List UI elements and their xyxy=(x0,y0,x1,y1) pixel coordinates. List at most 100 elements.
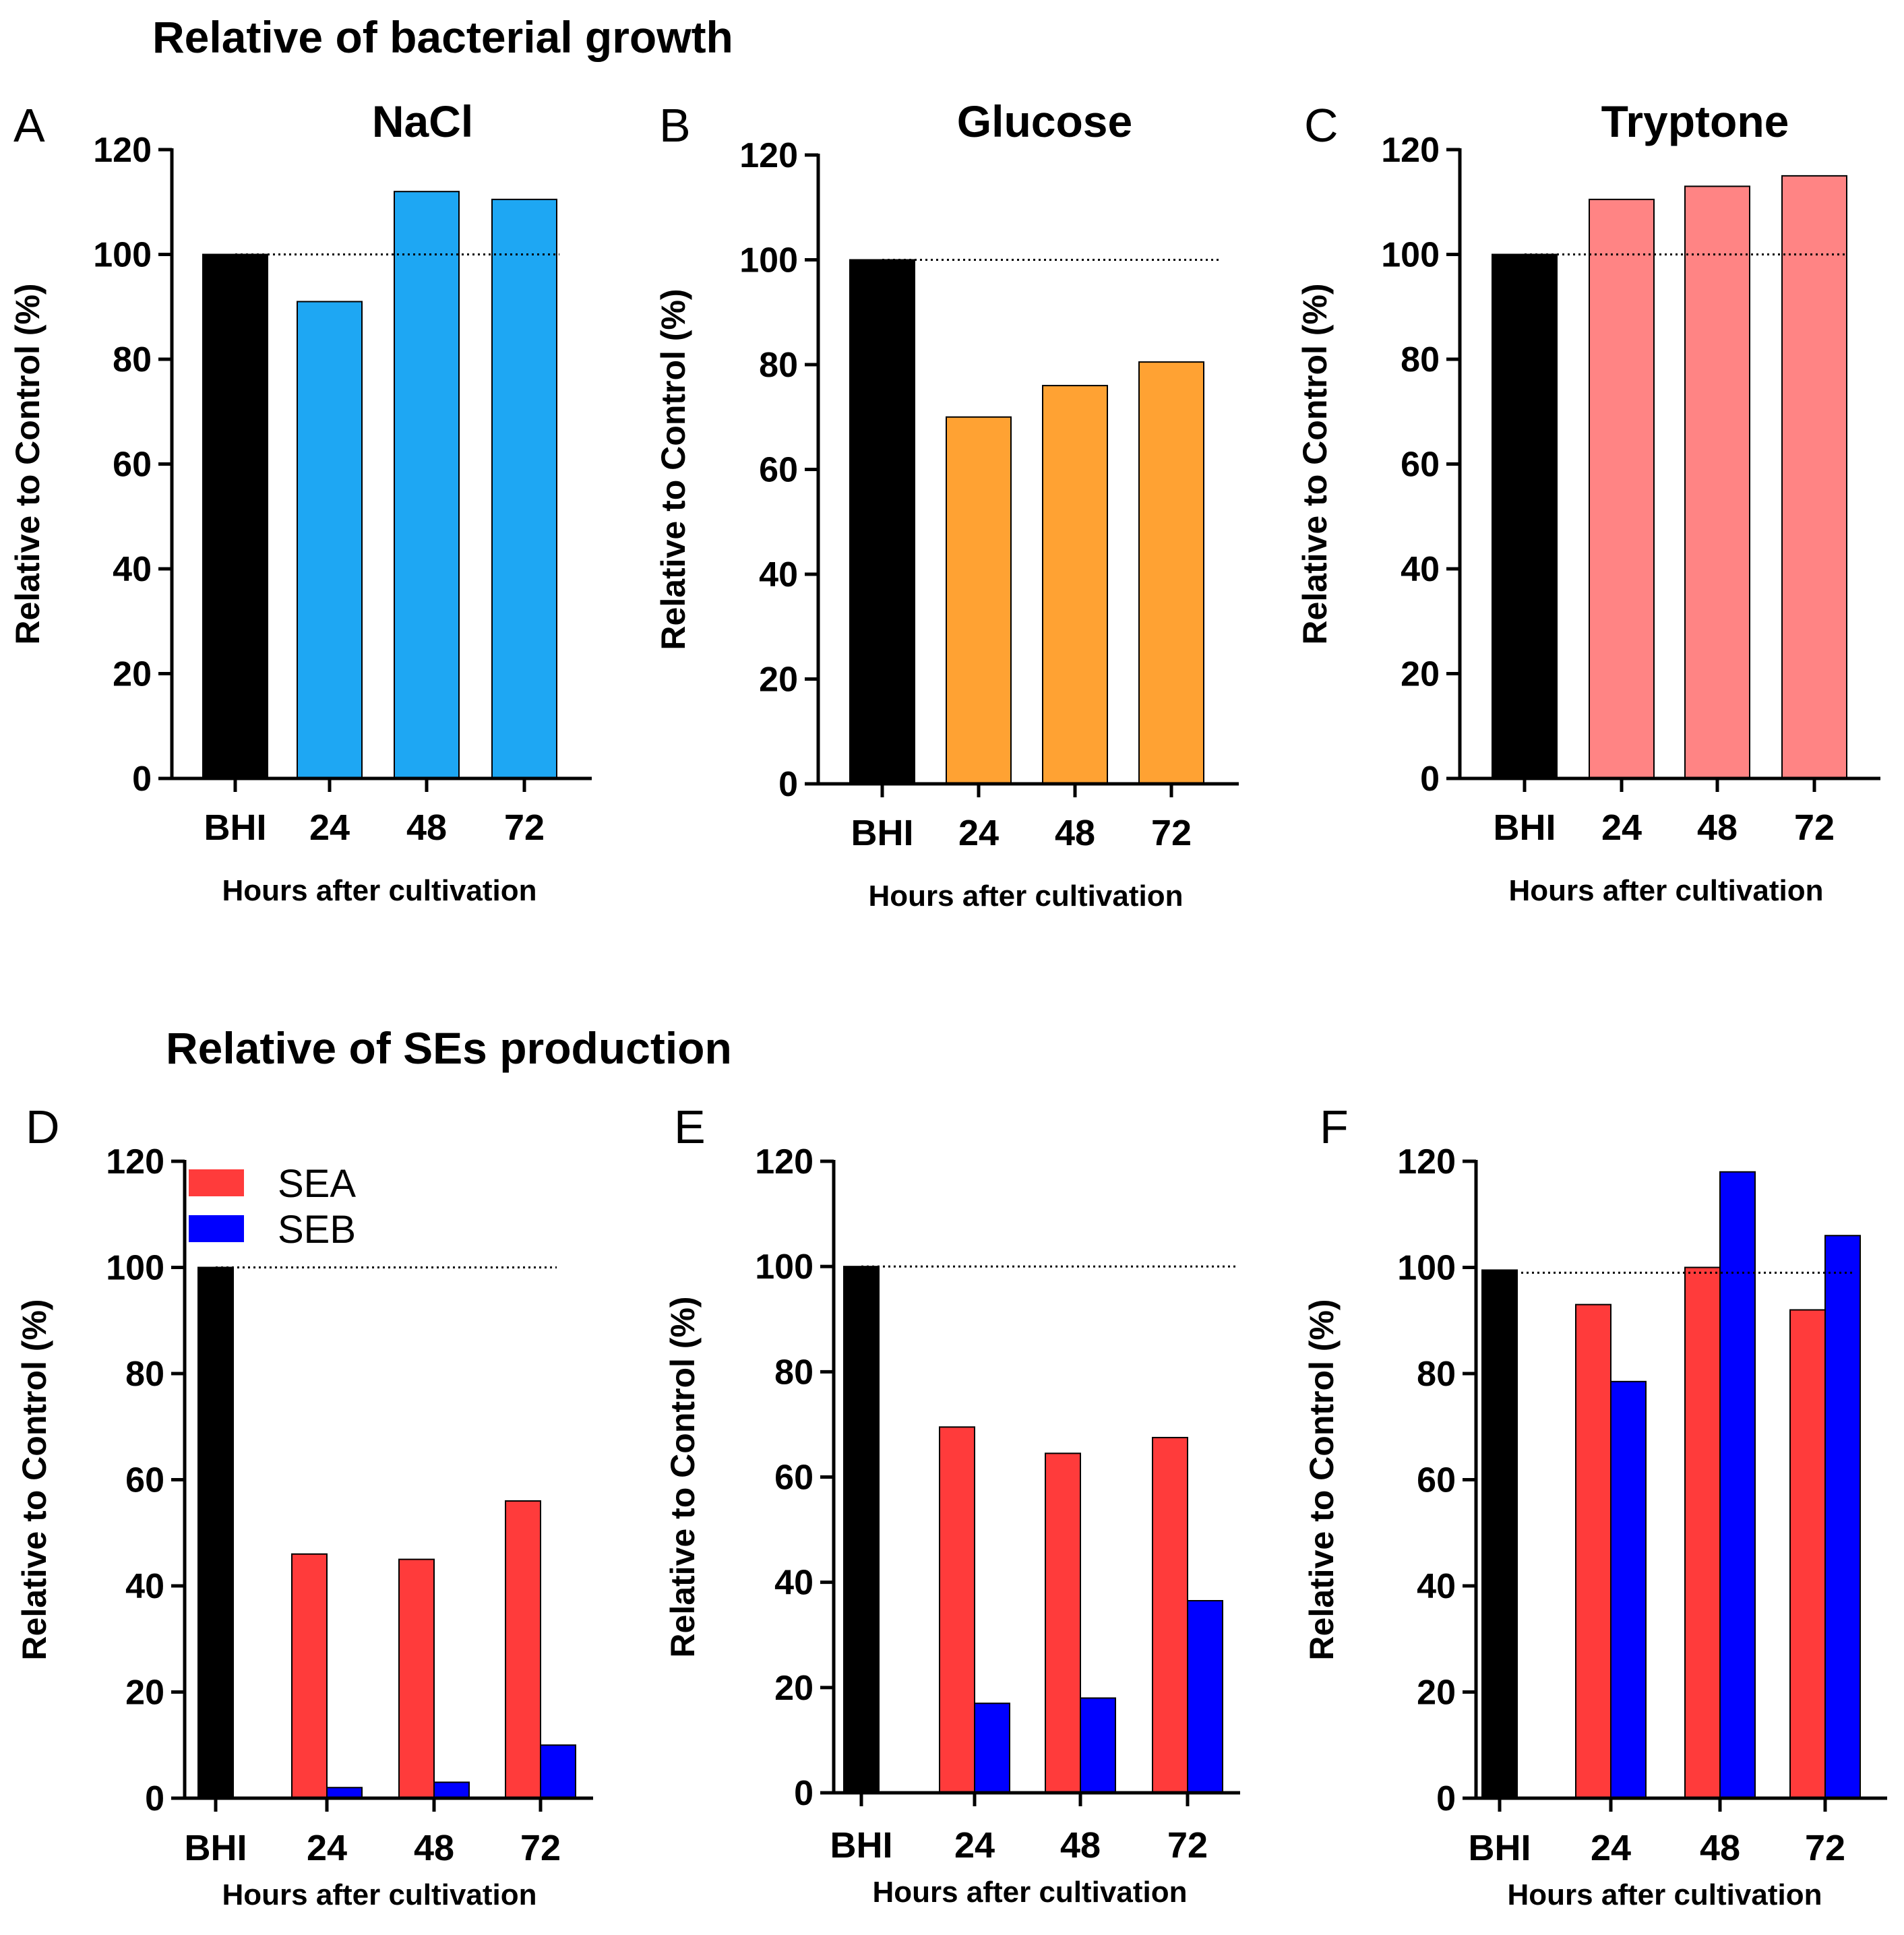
panel-title-b: Glucose xyxy=(957,96,1132,146)
bar-b-bhi xyxy=(849,259,915,785)
y-tick-label-e-20: 20 xyxy=(774,1669,813,1708)
y-tick-label-d-40: 40 xyxy=(125,1567,164,1606)
bar-e-sea-24 xyxy=(939,1426,975,1793)
panel-title-c: Tryptone xyxy=(1601,96,1789,146)
panel-c: C Tryptone 0 20 40 60 80 100 120 BHI 24 48 72 Hours… xyxy=(1296,96,1880,907)
bar-c-72 xyxy=(1781,175,1847,779)
y-tick-label-a-80: 80 xyxy=(113,340,152,379)
bars-a xyxy=(202,191,557,780)
y-tick-label-f-60: 60 xyxy=(1417,1461,1456,1500)
category-label-e-bhi: BHI xyxy=(830,1825,893,1866)
y-tick-label-d-100: 100 xyxy=(106,1249,164,1288)
category-label-d-bhi: BHI xyxy=(185,1828,247,1868)
y-tick-label-c-40: 40 xyxy=(1401,550,1440,589)
y-tick-label-f-0: 0 xyxy=(1436,1779,1456,1818)
bar-a-24 xyxy=(297,301,363,780)
y-tick-label-b-100: 100 xyxy=(739,241,798,280)
bar-e-seb-24 xyxy=(974,1702,1010,1793)
y-tick-label-b-120: 120 xyxy=(739,136,798,175)
x-axis-title-b: Hours after cultivation xyxy=(869,880,1184,913)
category-label-d-24: 24 xyxy=(307,1828,347,1868)
panel-letter-f: F xyxy=(1320,1101,1349,1153)
category-label-a-24: 24 xyxy=(309,807,350,848)
category-label-b-72: 72 xyxy=(1151,813,1192,853)
y-axis-title-f: Relative to Control (%) xyxy=(1303,1299,1341,1660)
bars-c xyxy=(1492,175,1847,779)
y-tick-label-c-60: 60 xyxy=(1401,446,1440,485)
bar-e-sea-72 xyxy=(1152,1436,1188,1793)
bar-a-72 xyxy=(491,198,557,779)
y-axis-title-d: Relative to Control (%) xyxy=(16,1299,53,1660)
y-tick-label-a-40: 40 xyxy=(113,550,152,589)
y-tick-label-c-120: 120 xyxy=(1381,131,1440,170)
bar-f-sea-24 xyxy=(1575,1303,1611,1799)
category-label-c-48: 48 xyxy=(1697,807,1738,848)
y-tick-label-f-80: 80 xyxy=(1417,1355,1456,1394)
y-tick-label-a-60: 60 xyxy=(113,446,152,485)
bar-b-24 xyxy=(946,416,1012,785)
y-tick-label-d-120: 120 xyxy=(106,1142,164,1181)
x-axis-title-c: Hours after cultivation xyxy=(1509,874,1824,907)
bar-f-sea-48 xyxy=(1684,1266,1721,1799)
x-axis-title-e: Hours after cultivation xyxy=(873,1876,1188,1909)
y-axis-title-e: Relative to Control (%) xyxy=(664,1296,702,1657)
category-label-b-24: 24 xyxy=(958,813,999,853)
bar-f-seb-72 xyxy=(1824,1235,1861,1799)
y-tick-label-c-100: 100 xyxy=(1381,236,1440,275)
panel-letter-c: C xyxy=(1304,99,1339,152)
y-tick-label-d-0: 0 xyxy=(145,1779,164,1818)
bar-d-bhi xyxy=(197,1266,234,1799)
bars-e xyxy=(843,1266,1223,1794)
y-tick-label-f-100: 100 xyxy=(1397,1249,1456,1288)
category-label-e-24: 24 xyxy=(954,1825,995,1866)
category-label-c-72: 72 xyxy=(1794,807,1835,848)
panel-d: D SEA SEB 0 20 40 60 80 100 120 BHI 24 48 72 Hours … xyxy=(16,1101,593,1911)
y-tick-label-a-0: 0 xyxy=(132,760,152,799)
category-label-f-48: 48 xyxy=(1700,1828,1740,1868)
y-tick-label-e-60: 60 xyxy=(774,1458,813,1498)
category-label-f-72: 72 xyxy=(1805,1828,1845,1868)
panel-letter-b: B xyxy=(659,99,691,152)
bar-e-seb-72 xyxy=(1187,1599,1223,1794)
bar-c-48 xyxy=(1684,185,1750,779)
legend-label-seb: SEB xyxy=(278,1208,356,1252)
bars-f xyxy=(1481,1171,1861,1799)
y-tick-label-d-20: 20 xyxy=(125,1673,164,1713)
y-tick-label-e-80: 80 xyxy=(774,1353,813,1392)
bar-d-seb-48 xyxy=(433,1781,470,1799)
bar-e-bhi xyxy=(843,1266,880,1793)
x-axis-title-d: Hours after cultivation xyxy=(222,1878,537,1911)
y-axis-title-b: Relative to Control (%) xyxy=(654,288,692,650)
panel-title-a: NaCl xyxy=(372,96,473,146)
category-label-b-48: 48 xyxy=(1055,813,1095,853)
legend-label-sea: SEA xyxy=(278,1162,356,1206)
bar-f-sea-72 xyxy=(1789,1309,1826,1799)
category-label-c-24: 24 xyxy=(1601,807,1642,848)
x-axis-title-a: Hours after cultivation xyxy=(222,874,537,907)
y-tick-label-f-20: 20 xyxy=(1417,1673,1456,1713)
bar-b-72 xyxy=(1138,361,1204,785)
legend-swatch-seb xyxy=(189,1215,244,1242)
bar-b-48 xyxy=(1042,385,1108,785)
category-label-f-bhi: BHI xyxy=(1469,1828,1531,1868)
y-tick-label-b-40: 40 xyxy=(759,555,798,594)
panel-letter-d: D xyxy=(26,1101,60,1153)
bar-d-sea-48 xyxy=(398,1558,435,1799)
panel-e: E 0 20 40 60 80 100 120 BHI 24 48 72 Hours after cu… xyxy=(664,1101,1240,1909)
y-axis-title-a: Relative to Control (%) xyxy=(9,283,47,644)
category-label-a-bhi: BHI xyxy=(204,807,267,848)
bars-b xyxy=(849,259,1204,785)
y-axis-title-c: Relative to Control (%) xyxy=(1296,283,1334,644)
y-tick-label-a-100: 100 xyxy=(93,236,152,275)
y-tick-label-b-0: 0 xyxy=(778,765,798,804)
y-tick-label-e-100: 100 xyxy=(755,1248,813,1287)
section-title-growth: Relative of bacterial growth xyxy=(152,12,733,62)
y-tick-label-c-80: 80 xyxy=(1401,340,1440,379)
category-label-a-72: 72 xyxy=(504,807,545,848)
panel-letter-e: E xyxy=(674,1101,706,1153)
bar-a-bhi xyxy=(202,253,268,779)
category-label-d-72: 72 xyxy=(520,1828,561,1868)
category-label-e-48: 48 xyxy=(1060,1825,1101,1866)
bar-c-24 xyxy=(1589,198,1655,779)
bar-e-seb-48 xyxy=(1080,1697,1116,1793)
